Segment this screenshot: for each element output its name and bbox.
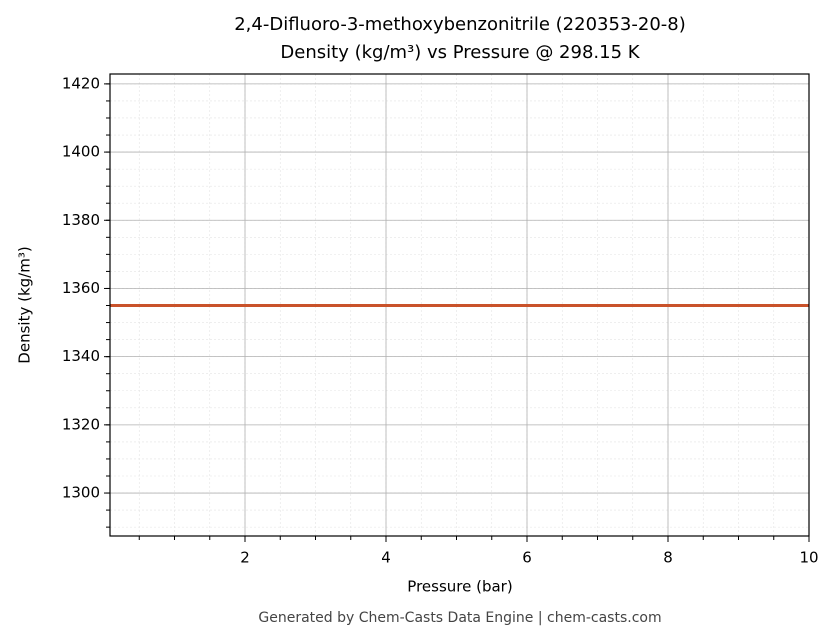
x-tick-label: 6 — [522, 549, 532, 567]
y-axis-label: Density (kg/m³) — [16, 246, 34, 363]
footer: Generated by Chem-Casts Data Engine | ch… — [258, 610, 661, 626]
chart-subtitle: Density (kg/m³) vs Pressure @ 298.15 K — [280, 42, 640, 63]
chart-title: 2,4-Difluoro-3-methoxybenzonitrile (2203… — [234, 14, 686, 35]
x-tick-label: 10 — [799, 549, 818, 567]
y-tick-label: 1400 — [62, 143, 100, 161]
x-tick-label: 4 — [381, 549, 391, 567]
y-tick-label: 1340 — [62, 347, 100, 365]
x-tick-label: 2 — [240, 549, 250, 567]
y-tick-label: 1300 — [62, 484, 100, 502]
y-tick-label: 1320 — [62, 415, 100, 433]
y-tick-label: 1360 — [62, 279, 100, 297]
x-axis-label: Pressure (bar) — [407, 578, 512, 596]
y-tick-label: 1380 — [62, 211, 100, 229]
plot-frame — [109, 73, 810, 537]
y-tick-label: 1420 — [62, 74, 100, 92]
x-tick-label: 8 — [663, 549, 673, 567]
